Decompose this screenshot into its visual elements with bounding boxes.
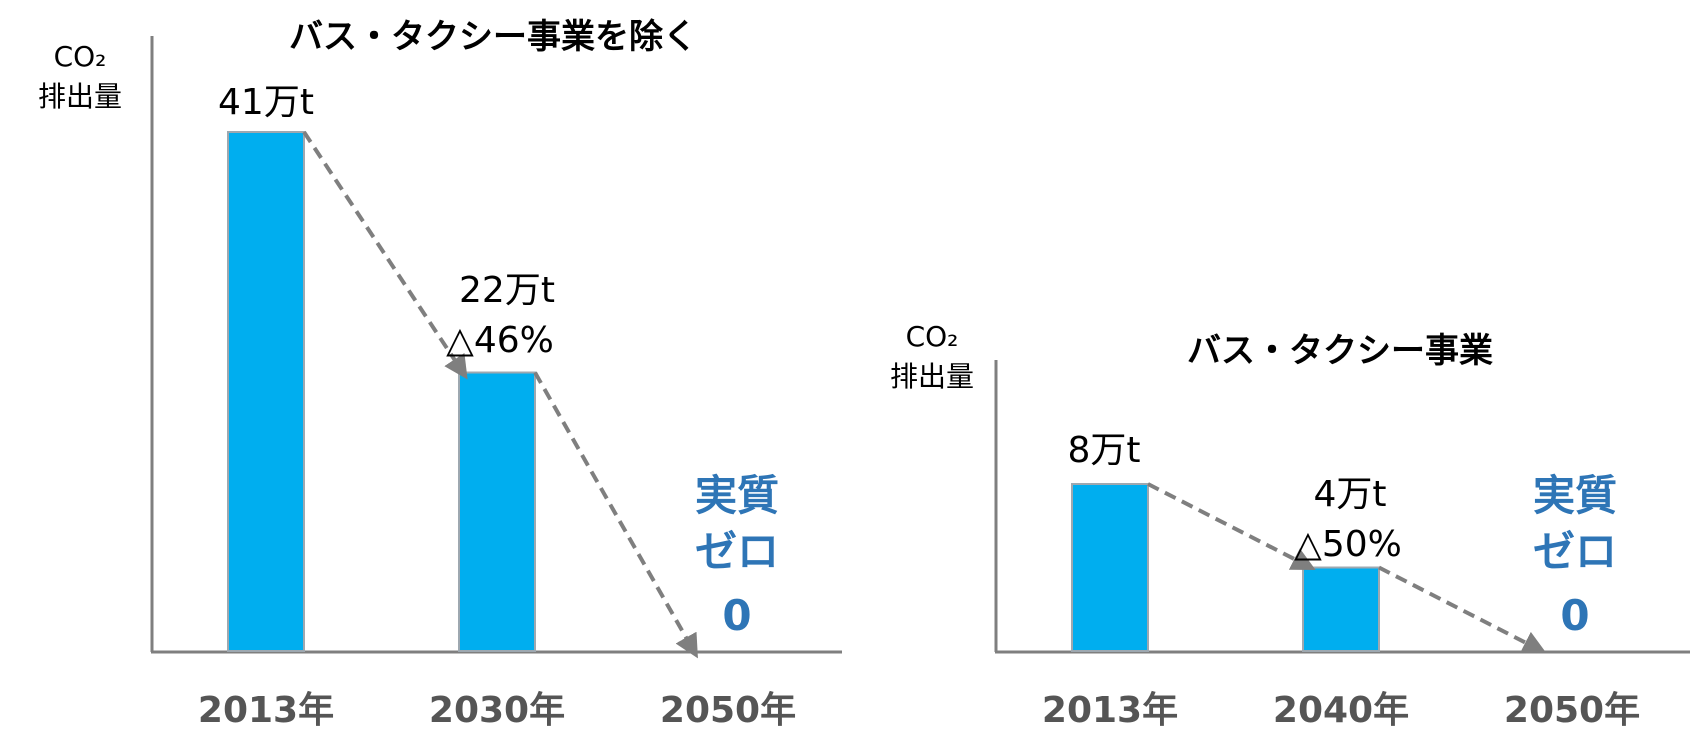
chart-1-trend-arrow-0 <box>302 130 468 380</box>
chart-2-bar-0 <box>1071 483 1149 652</box>
chart-1-title: バス・タクシー事業を除く <box>289 17 697 57</box>
chart-1-ylabel-bottom: 排出量 <box>38 80 122 113</box>
chart-2-zero-label-line-1: 実質 <box>1533 471 1617 520</box>
chart-1-data-label-0: 41万t <box>218 82 314 123</box>
chart-2-zero-label-line-3: 0 <box>1560 591 1589 640</box>
chart-2-data-label-0: 8万t <box>1067 430 1140 471</box>
chart-1-bar-0 <box>227 131 305 652</box>
chart-2: バス・タクシー事業 CO₂ 排出量 2013年 2040年 2050年 8万t … <box>890 320 1690 731</box>
chart-1: バス・タクシー事業を除く CO₂ 排出量 2013年 2030年 2050年 4… <box>38 17 842 731</box>
chart-1-ylabel-top: CO₂ <box>54 40 107 73</box>
chart-2-data-label-1: 4万t <box>1313 474 1386 515</box>
chart-2-trend-arrow-1 <box>1378 565 1547 654</box>
chart-2-trend-arrow-0 <box>1147 482 1316 570</box>
chart-1-tick-1: 2030年 <box>429 690 565 731</box>
chart-1-zero-label-line-1: 実質 <box>695 471 779 520</box>
chart-2-tick-0: 2013年 <box>1042 690 1178 731</box>
chart-2-tick-1: 2040年 <box>1273 690 1409 731</box>
chart-2-reduction-label-1: △50% <box>1294 524 1402 565</box>
chart-2-tick-2: 2050年 <box>1504 690 1640 731</box>
chart-1-data-label-1: 22万t <box>459 270 555 311</box>
chart-1-tick-2: 2050年 <box>660 690 796 731</box>
chart-1-bar-1 <box>458 371 536 652</box>
chart-1-zero-label-line-2: ゼロ <box>695 527 779 576</box>
chart-2-ylabel-top: CO₂ <box>906 320 959 353</box>
chart-1-trend-arrow-1 <box>533 371 698 659</box>
chart-1-reduction-label-1: △46% <box>446 320 554 361</box>
chart-2-zero-label-line-2: ゼロ <box>1533 527 1617 576</box>
chart-2-ylabel-bottom: 排出量 <box>890 360 974 393</box>
chart-1-tick-0: 2013年 <box>198 690 334 731</box>
chart-1-zero-label-line-3: 0 <box>722 591 751 640</box>
chart-2-bar-1 <box>1302 566 1380 652</box>
chart-2-title: バス・タクシー事業 <box>1187 331 1493 371</box>
